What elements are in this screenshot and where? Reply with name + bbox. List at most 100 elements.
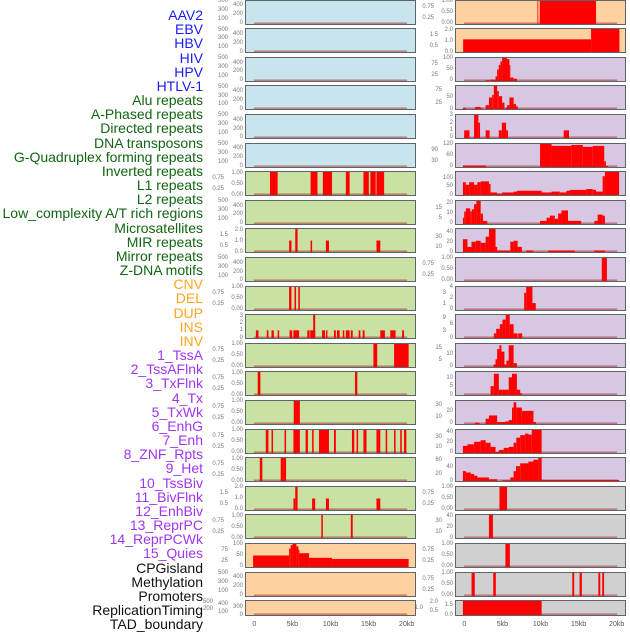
y-tick-label: 30	[435, 234, 442, 241]
y-tick-label: 1.0	[234, 237, 243, 244]
bar	[488, 415, 498, 424]
y-tick-label: 0.5	[429, 608, 438, 615]
bar	[528, 434, 532, 453]
baseline	[253, 536, 408, 539]
bar	[572, 572, 575, 596]
bar	[462, 239, 468, 253]
y-tick-label: 500	[217, 0, 228, 4]
baseline	[253, 21, 408, 24]
bar	[355, 372, 358, 396]
bar	[463, 39, 592, 53]
y-tick-label: 100	[232, 541, 243, 548]
track-label: AAV2	[168, 7, 203, 23]
right-track-panel	[455, 371, 626, 397]
y-tick-label: 0.75	[212, 289, 224, 296]
y-tick-label: 500	[217, 83, 228, 90]
bar	[462, 182, 466, 196]
bar	[533, 421, 537, 424]
y-tick-label: 100	[217, 587, 228, 594]
y-tick-label: 100	[217, 609, 228, 615]
bar	[373, 343, 378, 367]
y-tick-label: 2.0	[234, 484, 243, 491]
y-tick-label: 1.00	[441, 0, 453, 4]
left-track-panel	[245, 399, 416, 425]
bar	[480, 439, 486, 453]
track-label: 1_TssA	[157, 347, 203, 364]
bar	[596, 191, 603, 196]
bar	[520, 463, 529, 482]
y-tick-label: 0.0	[234, 506, 243, 513]
bar	[508, 419, 513, 424]
y-tick-label: 60	[446, 152, 453, 158]
y-tick-label: 0.75	[422, 575, 434, 582]
left-track-panel	[245, 28, 416, 54]
bar	[310, 172, 318, 196]
bar	[269, 172, 278, 196]
bar	[350, 515, 353, 539]
bar	[598, 572, 601, 596]
bar	[464, 130, 470, 138]
y-tick-label: 50	[446, 183, 453, 190]
bar	[299, 553, 310, 567]
y-tick-label: 0.50	[231, 380, 243, 387]
y-tick-label: 100	[217, 72, 228, 79]
y-tick-label: 400	[232, 574, 243, 581]
bar	[474, 203, 477, 224]
bar	[602, 215, 605, 224]
bar	[351, 429, 355, 453]
bar	[499, 486, 508, 510]
y-tick-label: 5	[438, 215, 442, 222]
bar	[394, 429, 396, 453]
y-tick-label: 200	[232, 125, 243, 132]
bar	[501, 351, 505, 367]
bar	[462, 164, 487, 167]
y-tick-label: 1.0	[414, 605, 423, 612]
baseline	[253, 279, 408, 281]
bar	[532, 302, 536, 310]
bar	[504, 364, 507, 367]
y-tick-label: 400	[232, 202, 243, 209]
y-tick-label: 20	[446, 200, 453, 207]
bar	[312, 498, 316, 510]
bar	[528, 461, 534, 482]
y-tick-label: 1.00	[231, 512, 243, 519]
track-label: EBV	[174, 21, 203, 38]
y-tick-label: 0.50	[231, 180, 243, 187]
y-tick-label: 20	[435, 470, 442, 477]
bar	[467, 443, 475, 453]
y-tick-label: 0.50	[231, 295, 243, 301]
bar	[305, 429, 308, 453]
y-tick-label: 20	[446, 407, 453, 414]
track-label: Low_complexity A/T rich regions	[2, 205, 204, 222]
y-tick-label: 30	[435, 401, 442, 408]
bar	[498, 389, 503, 396]
bar	[541, 192, 552, 196]
y-tick-label: 0.25	[422, 500, 434, 507]
track-label: Directed repeats	[100, 120, 203, 137]
y-tick-label: 1.5	[219, 232, 228, 239]
bar	[476, 200, 481, 224]
bar	[292, 543, 297, 567]
bar	[277, 330, 280, 339]
y-tick-label: 0	[239, 334, 243, 341]
track-label: CPGisland	[136, 559, 203, 576]
y-tick-label: 0.5	[429, 43, 438, 50]
y-tick-label: 200	[232, 268, 243, 275]
track-label: Z-DNA motifs	[119, 262, 203, 279]
y-tick-label: 200	[232, 154, 243, 161]
track-label: ReplicationTiming	[92, 602, 203, 619]
bar	[490, 386, 494, 396]
bar	[333, 429, 336, 453]
bar	[496, 328, 500, 339]
y-tick-label: 0.75	[212, 461, 224, 468]
y-tick-label: 1	[442, 300, 446, 307]
bar	[474, 475, 478, 482]
y-tick-label: 90	[431, 146, 438, 153]
y-tick-label: 0	[449, 334, 453, 341]
y-tick-label: 4	[449, 284, 453, 290]
y-tick-label: 100	[217, 273, 228, 279]
bar	[538, 458, 542, 482]
bar	[390, 330, 396, 339]
track-label: 11_BivFlnk	[134, 488, 203, 505]
bar	[325, 498, 329, 510]
